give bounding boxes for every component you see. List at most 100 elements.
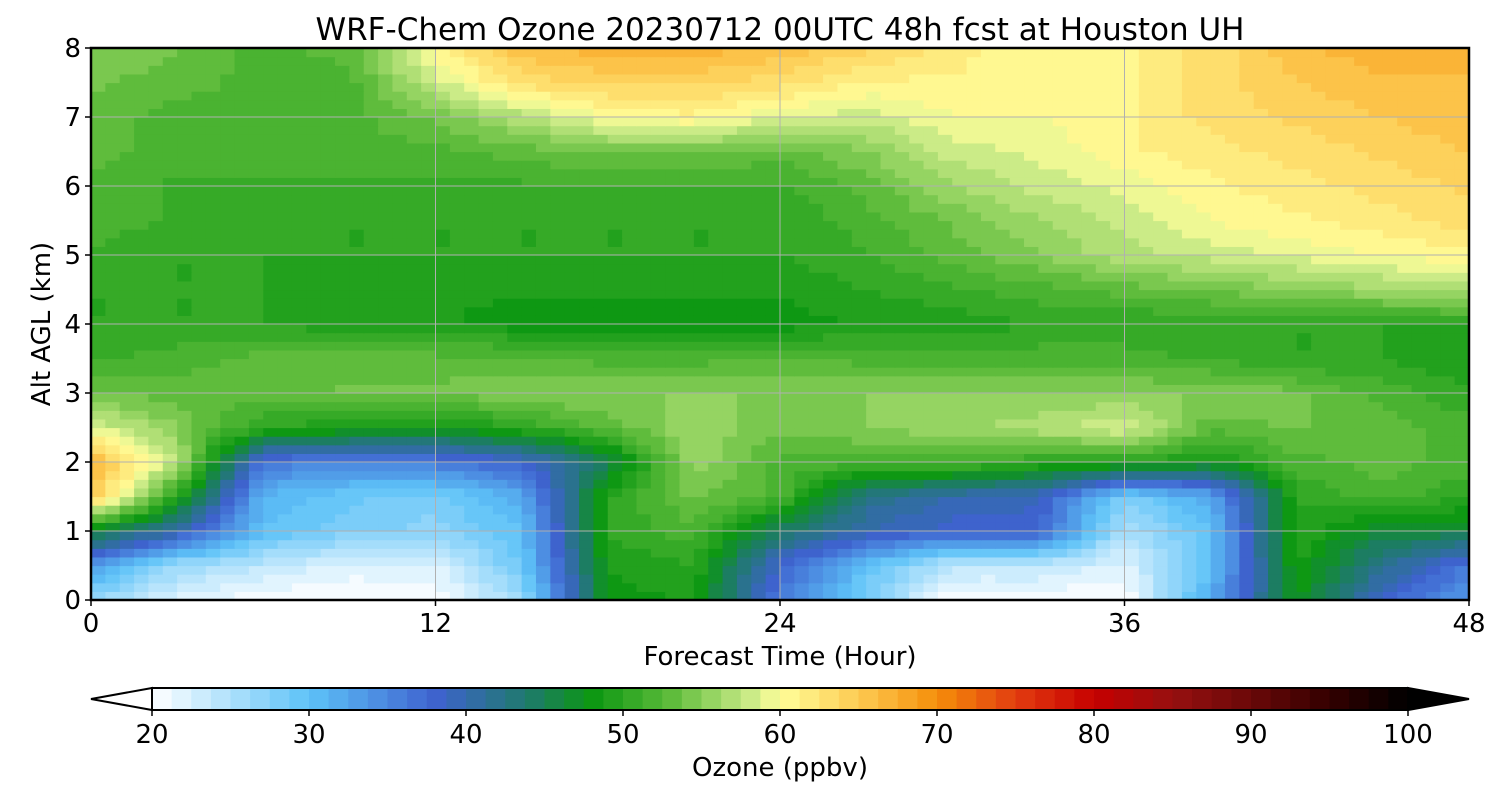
heatmap-cell <box>693 151 709 161</box>
heatmap-cell <box>794 324 810 334</box>
heatmap-cell <box>1110 591 1126 601</box>
heatmap-cell <box>277 220 293 230</box>
heatmap-cell <box>1311 522 1327 532</box>
heatmap-cell <box>191 470 207 480</box>
heatmap-cell <box>995 505 1011 515</box>
heatmap-cell <box>119 574 135 584</box>
heatmap-cell <box>1311 160 1327 170</box>
heatmap-cell <box>1181 565 1197 575</box>
heatmap-cell <box>1311 427 1327 437</box>
heatmap-cell <box>851 393 867 403</box>
heatmap-cell <box>105 384 121 394</box>
heatmap-cell <box>1210 410 1226 420</box>
heatmap-cell <box>492 177 508 187</box>
heatmap-cell <box>1024 229 1039 239</box>
heatmap-cell <box>335 531 350 541</box>
heatmap-cell <box>248 401 264 411</box>
heatmap-cell <box>535 315 551 325</box>
heatmap-cell <box>1181 401 1197 411</box>
heatmap-cell <box>220 531 236 541</box>
heatmap-cell <box>435 298 451 308</box>
heatmap-cell <box>421 151 437 161</box>
heatmap-cell <box>119 556 135 567</box>
heatmap-cell <box>1325 565 1341 575</box>
heatmap-cell <box>1009 237 1025 247</box>
heatmap-cell <box>966 393 982 403</box>
heatmap-cell <box>320 453 336 463</box>
heatmap-cell <box>535 237 551 247</box>
heatmap-cell <box>162 427 178 437</box>
heatmap-cell <box>1397 418 1413 429</box>
heatmap-cell <box>751 513 767 523</box>
heatmap-cell <box>177 384 193 394</box>
heatmap-cell <box>607 513 623 523</box>
heatmap-cell <box>1454 479 1470 489</box>
heatmap-cell <box>1224 591 1240 601</box>
heatmap-cell <box>205 237 221 247</box>
heatmap-cell <box>449 358 465 368</box>
heatmap-cell <box>650 272 666 282</box>
heatmap-cell <box>1009 229 1025 239</box>
heatmap-cell <box>277 436 293 446</box>
heatmap-cell <box>564 289 580 299</box>
heatmap-cell <box>91 384 106 394</box>
heatmap-cell <box>464 574 480 584</box>
heatmap-cell <box>134 384 150 394</box>
heatmap-cell <box>636 203 652 213</box>
heatmap-cell <box>1368 436 1384 446</box>
heatmap-cell <box>406 418 422 429</box>
heatmap-cell <box>650 211 666 222</box>
heatmap-cell <box>1397 349 1413 360</box>
heatmap-cell <box>148 298 164 308</box>
heatmap-cell <box>392 401 408 411</box>
heatmap-cell <box>894 444 910 454</box>
heatmap-cell <box>1425 272 1441 282</box>
heatmap-cell <box>1124 410 1140 420</box>
heatmap-cell <box>378 375 394 385</box>
heatmap-cell <box>765 565 781 575</box>
heatmap-cell <box>406 298 422 308</box>
heatmap-cell <box>234 177 250 187</box>
heatmap-cell <box>1153 453 1169 463</box>
heatmap-cell <box>1095 487 1111 498</box>
heatmap-cell <box>507 565 523 575</box>
heatmap-cell <box>1411 444 1427 454</box>
heatmap-cell <box>392 177 408 187</box>
heatmap-cell <box>1067 349 1083 360</box>
heatmap-cell <box>1038 393 1054 403</box>
heatmap-cell <box>263 522 279 532</box>
heatmap-cell <box>1268 462 1283 472</box>
heatmap-cell <box>794 401 810 411</box>
heatmap-cell <box>335 591 350 601</box>
heatmap-cell <box>636 151 652 161</box>
heatmap-cell <box>1425 436 1441 446</box>
heatmap-cell <box>1268 160 1283 170</box>
heatmap-cell <box>449 168 465 178</box>
heatmap-cell <box>449 280 465 291</box>
heatmap-cell <box>837 479 853 489</box>
heatmap-cell <box>1440 436 1456 446</box>
heatmap-cell <box>909 306 925 316</box>
heatmap-cell <box>1311 194 1327 204</box>
heatmap-cell <box>277 539 293 549</box>
heatmap-cell <box>1153 548 1169 558</box>
heatmap-cell <box>521 574 537 584</box>
heatmap-cell <box>980 556 996 567</box>
heatmap-cell <box>693 186 709 196</box>
heatmap-cell <box>1282 487 1298 498</box>
heatmap-cell <box>1153 306 1169 316</box>
heatmap-cell <box>909 203 925 213</box>
heatmap-cell <box>263 306 279 316</box>
heatmap-cell <box>1311 151 1327 161</box>
heatmap-cell <box>923 375 939 385</box>
heatmap-cell <box>1311 548 1327 558</box>
heatmap-cell <box>1181 324 1197 334</box>
heatmap-cell <box>1311 168 1327 178</box>
heatmap-cell <box>1124 436 1140 446</box>
heatmap-cell <box>1067 194 1083 204</box>
heatmap-cell <box>622 151 638 161</box>
heatmap-cell <box>277 168 293 178</box>
heatmap-cell <box>234 186 250 196</box>
heatmap-cell <box>679 186 695 196</box>
heatmap-cell <box>1052 211 1068 222</box>
